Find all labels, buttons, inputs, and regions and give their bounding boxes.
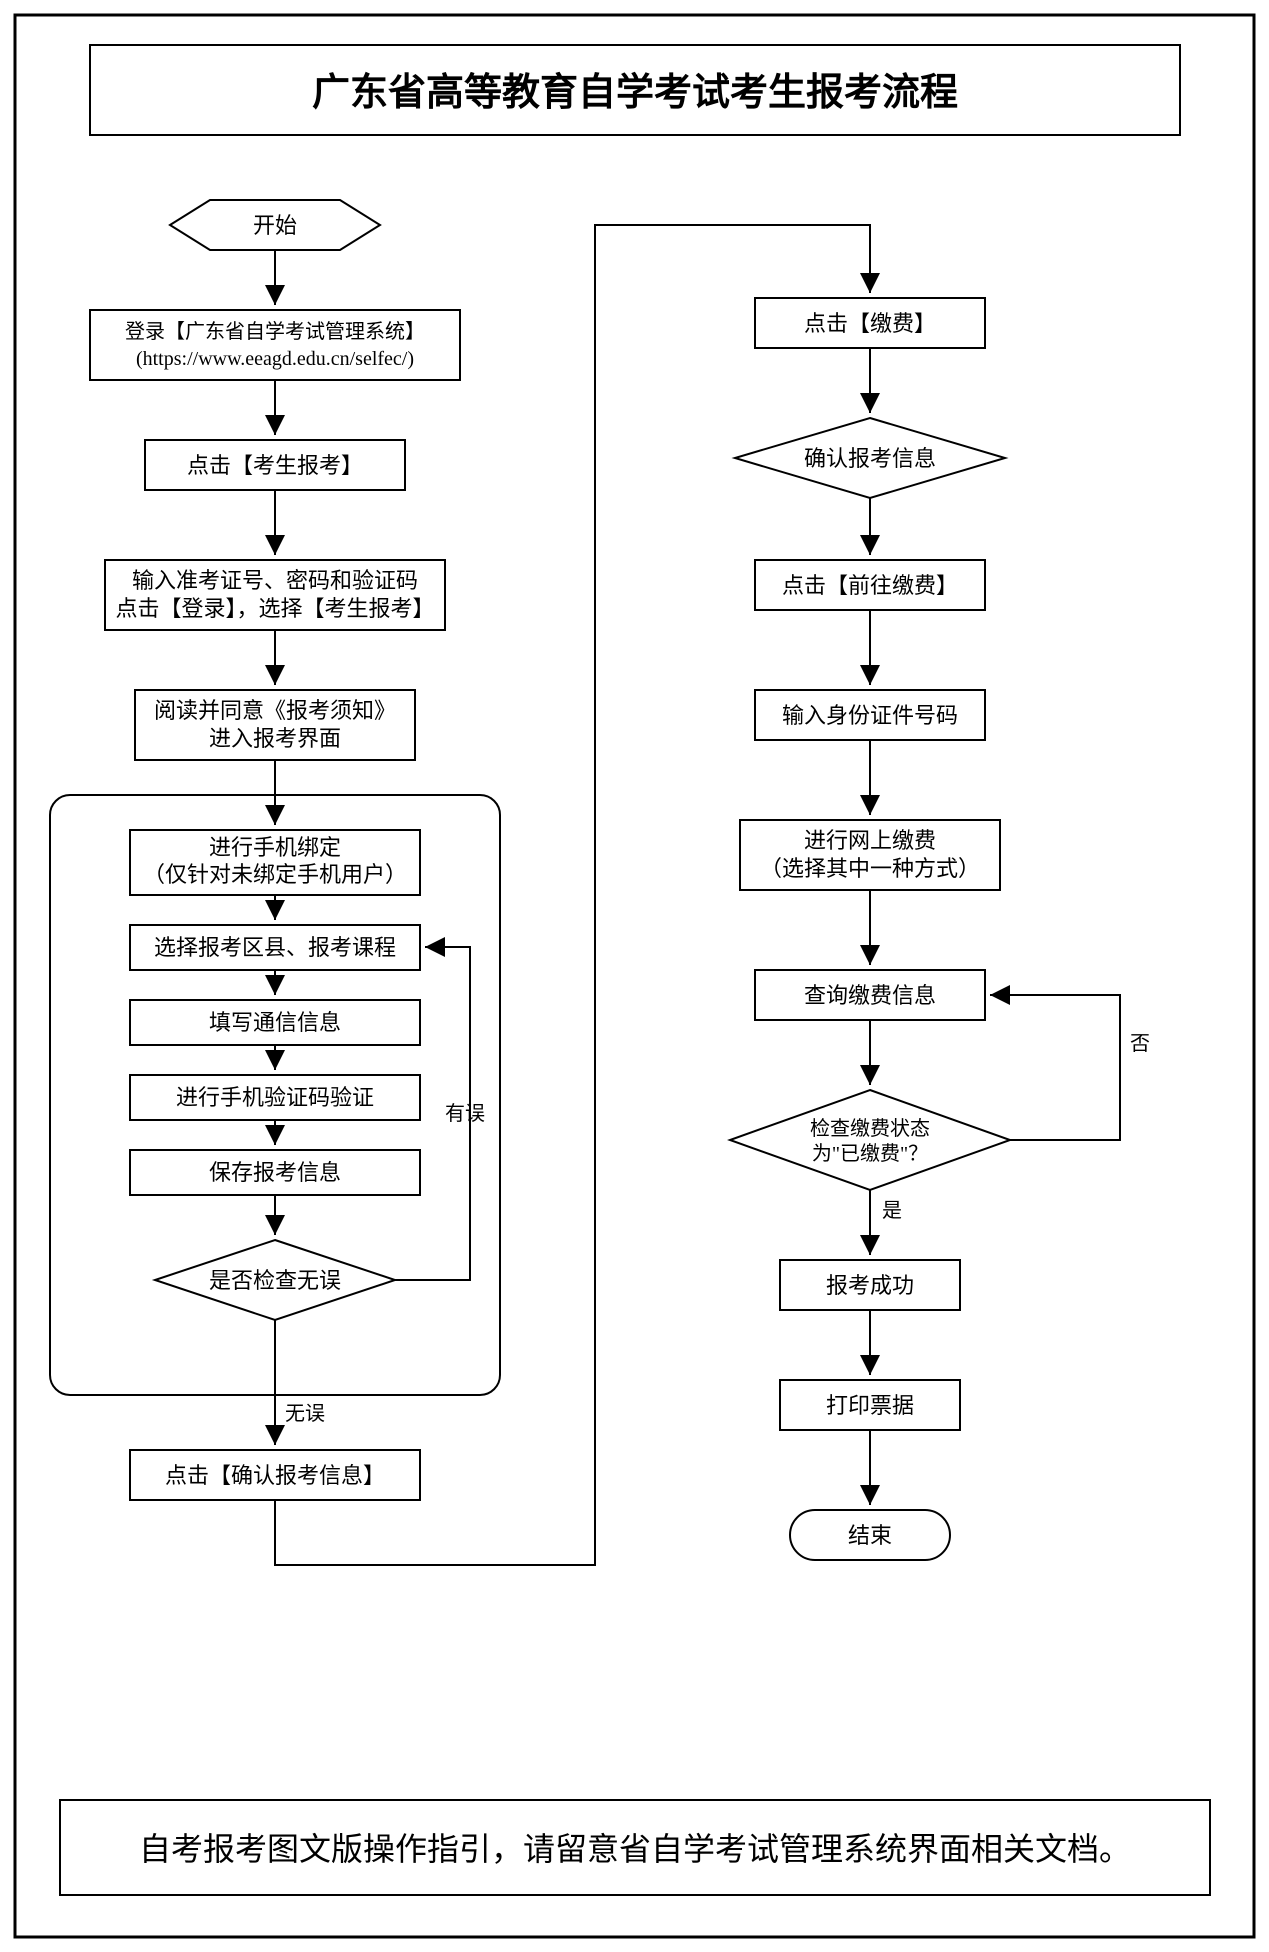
node-phone-verify: 进行手机验证码验证: [130, 1075, 420, 1120]
svg-text:点击【考生报考】: 点击【考生报考】: [187, 453, 363, 478]
node-click-pay: 点击【缴费】: [755, 298, 985, 348]
svg-text:(https://www.eeagd.edu.cn/self: (https://www.eeagd.edu.cn/selfec/): [136, 348, 414, 370]
label-has-error: 有误: [445, 1102, 485, 1125]
node-end: 结束: [790, 1510, 950, 1560]
title-text: 广东省高等教育自学考试考生报考流程: [312, 71, 958, 114]
svg-text:开始: 开始: [253, 213, 297, 238]
node-save-info: 保存报考信息: [130, 1150, 420, 1195]
node-select-area: 选择报考区县、报考课程: [130, 925, 420, 970]
svg-text:（仅针对未绑定手机用户）: （仅针对未绑定手机用户）: [143, 862, 407, 887]
node-read-notice: 阅读并同意《报考须知》 进入报考界面: [135, 690, 415, 760]
node-click-baokao: 点击【考生报考】: [145, 440, 405, 490]
node-online-pay: 进行网上缴费 （选择其中一种方式）: [740, 820, 1000, 890]
svg-text:阅读并同意《报考须知》: 阅读并同意《报考须知》: [154, 698, 396, 723]
svg-text:报考成功: 报考成功: [826, 1273, 914, 1298]
node-print: 打印票据: [780, 1380, 960, 1430]
svg-text:登录【广东省自学考试管理系统】: 登录【广东省自学考试管理系统】: [125, 320, 425, 343]
node-input-id: 输入身份证件号码: [755, 690, 985, 740]
outer-border: [15, 15, 1254, 1937]
svg-text:进行手机验证码验证: 进行手机验证码验证: [176, 1085, 374, 1110]
footer-text: 自考报考图文版操作指引，请留意省自学考试管理系统界面相关文档。: [139, 1831, 1131, 1867]
label-no: 否: [1130, 1033, 1150, 1055]
svg-text:进行网上缴费: 进行网上缴费: [804, 828, 936, 853]
node-start: 开始: [170, 200, 380, 250]
svg-text:（选择其中一种方式）: （选择其中一种方式）: [760, 856, 980, 881]
node-success: 报考成功: [780, 1260, 960, 1310]
flowchart-container: 广东省高等教育自学考试考生报考流程 开始 登录【广东省自学考试管理系统】 (ht…: [0, 0, 1269, 1952]
svg-text:查询缴费信息: 查询缴费信息: [804, 983, 936, 1008]
svg-text:进行手机绑定: 进行手机绑定: [209, 835, 341, 860]
svg-text:为"已缴费"？: 为"已缴费"？: [812, 1142, 928, 1165]
svg-text:点击【缴费】: 点击【缴费】: [804, 311, 936, 336]
svg-text:是否检查无误: 是否检查无误: [209, 1268, 341, 1293]
node-bind-phone: 进行手机绑定 （仅针对未绑定手机用户）: [130, 830, 420, 895]
svg-text:结束: 结束: [848, 1523, 892, 1548]
node-check-paid: 检查缴费状态 为"已缴费"？: [730, 1090, 1010, 1190]
svg-text:检查缴费状态: 检查缴费状态: [810, 1117, 930, 1140]
svg-text:保存报考信息: 保存报考信息: [209, 1160, 341, 1185]
svg-text:填写通信信息: 填写通信信息: [209, 1010, 341, 1035]
svg-text:点击【前往缴费】: 点击【前往缴费】: [782, 573, 958, 598]
label-no-error: 无误: [285, 1403, 325, 1425]
flowchart-svg: 广东省高等教育自学考试考生报考流程 开始 登录【广东省自学考试管理系统】 (ht…: [0, 0, 1269, 1952]
svg-text:输入准考证号、密码和验证码: 输入准考证号、密码和验证码: [132, 568, 418, 593]
svg-text:输入身份证件号码: 输入身份证件号码: [782, 703, 958, 728]
svg-text:确认报考信息: 确认报考信息: [804, 446, 936, 471]
svg-text:点击【确认报考信息】: 点击【确认报考信息】: [165, 1463, 385, 1488]
arrow-no-loop: [990, 995, 1120, 1140]
node-input-login: 输入准考证号、密码和验证码 点击【登录】，选择【考生报考】: [105, 560, 445, 630]
node-query-pay: 查询缴费信息: [755, 970, 985, 1020]
svg-text:点击【登录】，选择【考生报考】: 点击【登录】，选择【考生报考】: [115, 596, 434, 621]
svg-text:选择报考区县、报考课程: 选择报考区县、报考课程: [154, 935, 396, 960]
node-check-correct: 是否检查无误: [155, 1240, 395, 1320]
svg-text:打印票据: 打印票据: [826, 1393, 914, 1418]
node-fill-contact: 填写通信信息: [130, 1000, 420, 1045]
node-confirm-pay-info: 确认报考信息: [735, 418, 1005, 498]
node-confirm-info: 点击【确认报考信息】: [130, 1450, 420, 1500]
node-login: 登录【广东省自学考试管理系统】 (https://www.eeagd.edu.c…: [90, 310, 460, 380]
svg-text:进入报考界面: 进入报考界面: [209, 726, 341, 751]
node-goto-pay: 点击【前往缴费】: [755, 560, 985, 610]
label-yes: 是: [882, 1200, 902, 1222]
